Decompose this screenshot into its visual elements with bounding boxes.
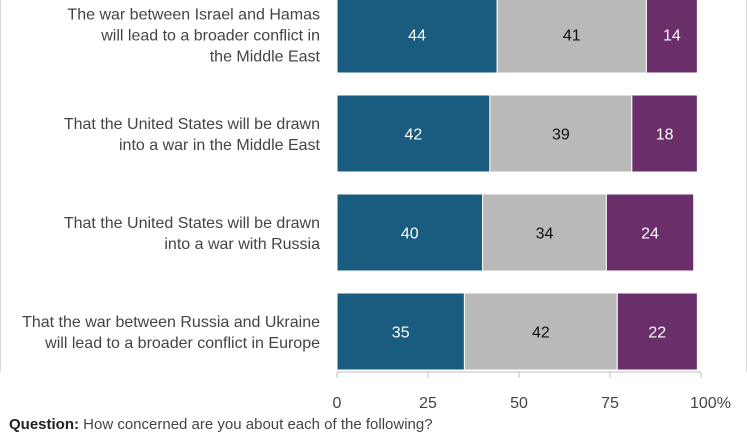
bar-value-label: 44 <box>408 28 426 45</box>
category-label: the Middle East <box>210 49 321 66</box>
x-tick-label: 0 <box>333 395 342 412</box>
bar-value-label: 18 <box>656 127 674 144</box>
frame-left-border <box>0 0 1 372</box>
category-label: That the United States will be drawn <box>64 116 320 133</box>
category-label: The war between Israel and Hamas <box>67 7 320 24</box>
bar-segment <box>336 94 491 173</box>
x-tick-label: 75 <box>601 395 619 412</box>
bar-value-label: 34 <box>536 226 554 243</box>
x-tick-label: 50 <box>510 395 528 412</box>
bar-value-label: 40 <box>401 226 419 243</box>
x-tick-label: 25 <box>419 395 437 412</box>
category-label: into a war with Russia <box>164 236 320 253</box>
bar-value-label: 14 <box>663 28 681 45</box>
category-label: That the United States will be drawn <box>64 215 320 232</box>
bar-value-label: 39 <box>552 127 570 144</box>
question-footnote: Question: How concerned are you about ea… <box>9 416 433 433</box>
bar-segment <box>336 292 465 371</box>
bar-value-label: 24 <box>641 226 659 243</box>
bar-segment <box>489 94 633 173</box>
category-label: will lead to a broader conflict in <box>100 28 320 45</box>
bar-segment <box>336 0 498 74</box>
bar-segment <box>463 292 618 371</box>
bar-value-label: 42 <box>405 127 423 144</box>
bar-value-label: 41 <box>563 28 581 45</box>
category-label: into a war in the Middle East <box>119 137 321 154</box>
footnote-text: How concerned are you about each of the … <box>79 416 433 433</box>
bar-segment <box>605 193 695 272</box>
footnote-label: Question: <box>9 416 79 433</box>
bar-value-label: 35 <box>392 325 410 342</box>
bar-segment <box>631 94 698 173</box>
category-label: That the war between Russia and Ukraine <box>22 314 320 331</box>
bar-value-label: 22 <box>648 325 666 342</box>
bar-segment <box>645 0 698 74</box>
bar-segment <box>482 193 607 272</box>
category-label: will lead to a broader conflict in Europ… <box>44 335 320 352</box>
x-tick-label: 100% <box>690 395 731 412</box>
bar-value-label: 42 <box>532 325 550 342</box>
bar-segment <box>496 0 647 74</box>
bar-segment <box>616 292 698 371</box>
